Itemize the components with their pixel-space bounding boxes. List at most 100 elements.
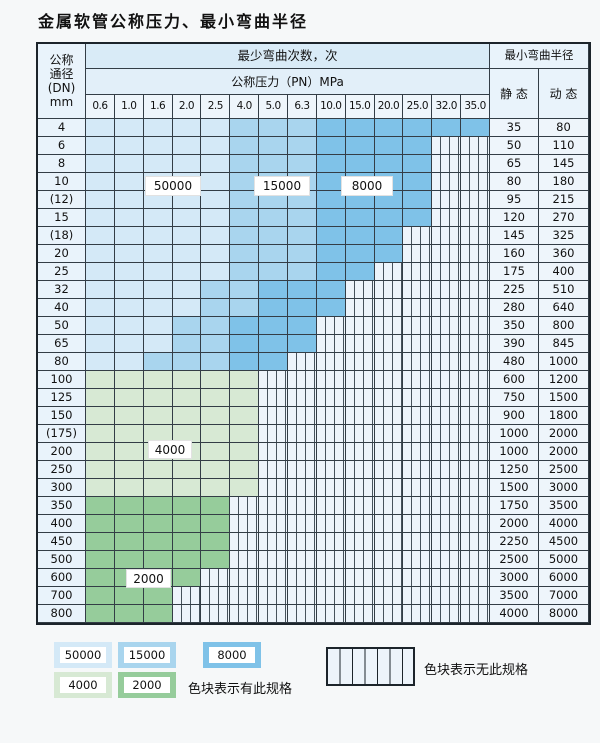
no-spec-cell	[403, 227, 433, 245]
cycle-cell	[259, 209, 288, 227]
cycle-cell	[201, 551, 231, 569]
cycle-cell	[143, 137, 173, 155]
no-spec-cell	[461, 191, 490, 209]
no-spec-cell	[403, 551, 433, 569]
no-spec-cell	[374, 461, 404, 479]
cycle-cell	[201, 317, 231, 335]
no-spec-cell	[461, 605, 490, 623]
cycle-cell	[259, 299, 288, 317]
no-spec-cell	[432, 263, 462, 281]
cycle-cell	[172, 119, 202, 137]
no-spec-cell	[374, 569, 404, 587]
no-spec-cell	[461, 407, 490, 425]
no-spec-cell	[461, 317, 490, 335]
cycle-cell	[345, 209, 375, 227]
no-spec-cell	[230, 605, 260, 623]
cycle-cell	[86, 245, 115, 263]
cycles-label-15000: 15000	[254, 176, 310, 196]
no-spec-cell	[288, 551, 317, 569]
cycle-cell	[86, 281, 115, 299]
cycle-cell	[345, 227, 375, 245]
cycle-cell	[86, 191, 115, 209]
no-spec-cell	[374, 335, 404, 353]
no-spec-cell	[461, 173, 490, 191]
dn-cell: 250	[38, 461, 86, 479]
no-spec-cell	[316, 587, 346, 605]
no-spec-cell	[259, 533, 288, 551]
cycle-cell	[316, 263, 346, 281]
dynamic-radius-cell: 180	[539, 173, 589, 191]
dn-cell: 500	[38, 551, 86, 569]
no-spec-cell	[288, 569, 317, 587]
cycle-cell	[201, 137, 231, 155]
cycle-cell	[259, 353, 288, 371]
dn-cell: 6	[38, 137, 86, 155]
cycle-cell	[143, 353, 173, 371]
cycle-cell	[114, 263, 144, 281]
cycle-cell	[374, 227, 404, 245]
no-spec-cell	[374, 299, 404, 317]
no-spec-cell	[259, 515, 288, 533]
dn-cell: 600	[38, 569, 86, 587]
cycle-cell	[230, 335, 260, 353]
no-spec-cell	[345, 371, 375, 389]
no-spec-cell	[345, 425, 375, 443]
cycle-cell	[230, 245, 260, 263]
dynamic-radius-cell: 215	[539, 191, 589, 209]
no-spec-cell	[316, 551, 346, 569]
dynamic-radius-cell: 6000	[539, 569, 589, 587]
cycle-cell	[201, 533, 231, 551]
no-spec-cell	[259, 569, 288, 587]
no-spec-cell	[461, 515, 490, 533]
cycle-cell	[114, 209, 144, 227]
cycle-cell	[172, 407, 202, 425]
cycle-cell	[374, 245, 404, 263]
cycle-cell	[230, 317, 260, 335]
dn-cell: 100	[38, 371, 86, 389]
cycle-cell	[86, 569, 115, 587]
cycle-cell	[288, 227, 317, 245]
static-radius-cell: 1250	[490, 461, 539, 479]
cycle-cell	[288, 263, 317, 281]
no-spec-cell	[288, 587, 317, 605]
no-spec-cell	[461, 209, 490, 227]
cycle-cell	[86, 497, 115, 515]
no-spec-cell	[432, 371, 462, 389]
cycle-cell	[114, 155, 144, 173]
cycle-cell	[114, 353, 144, 371]
no-spec-cell	[374, 425, 404, 443]
pressure-tick: 6.3	[288, 95, 317, 119]
cycle-cell	[172, 353, 202, 371]
cycle-cell	[172, 209, 202, 227]
no-spec-cell	[345, 461, 375, 479]
cycle-cell	[345, 245, 375, 263]
cycle-cell	[86, 587, 115, 605]
dn-cell: (175)	[38, 425, 86, 443]
cycle-cell	[172, 551, 202, 569]
cycle-cell	[201, 515, 231, 533]
cycle-cell	[86, 461, 115, 479]
no-spec-cell	[201, 605, 231, 623]
cycle-cell	[288, 119, 317, 137]
cycle-cell	[86, 479, 115, 497]
no-spec-cell	[461, 281, 490, 299]
cycle-cell	[172, 263, 202, 281]
cycle-cell	[114, 389, 144, 407]
cycle-cell	[86, 533, 115, 551]
no-spec-cell	[345, 317, 375, 335]
cycle-cell	[230, 191, 260, 209]
dynamic-radius-cell: 8000	[539, 605, 589, 623]
cycle-cell	[143, 335, 173, 353]
cycle-cell	[172, 137, 202, 155]
no-spec-cell	[345, 353, 375, 371]
cycle-cell	[288, 335, 317, 353]
cycle-cell	[143, 497, 173, 515]
no-spec-cell	[230, 569, 260, 587]
no-spec-cell	[461, 155, 490, 173]
no-spec-cell	[374, 281, 404, 299]
no-spec-cell	[432, 245, 462, 263]
no-spec-cell	[461, 461, 490, 479]
cycle-cell	[316, 227, 346, 245]
cycle-cell	[172, 569, 202, 587]
